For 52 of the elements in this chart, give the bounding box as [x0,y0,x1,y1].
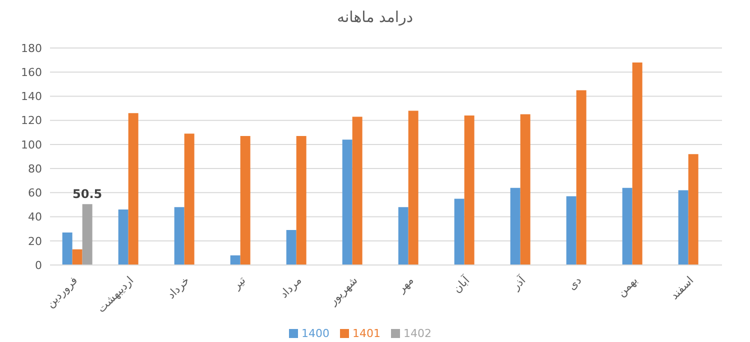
bar [398,207,408,265]
x-tick-label: آذر [508,272,529,294]
y-tick-label: 80 [28,162,42,176]
bar [174,207,184,265]
y-tick-label: 100 [21,138,42,152]
chart-title: درامد ماهانه [336,8,414,28]
legend-label: 1401 [352,327,380,340]
y-tick-label: 0 [35,258,42,272]
bar [286,230,296,265]
bar [632,62,642,265]
x-tick-label: اسفند [668,274,696,302]
bar [510,188,520,265]
x-tick-label: شهریور [326,274,360,308]
bar [62,232,72,265]
x-tick-label: دی [565,274,584,293]
x-tick-label: اردیبهشت [94,274,136,316]
bar [678,190,688,265]
bar [342,140,352,265]
y-tick-label: 20 [28,234,42,248]
bar [520,114,530,265]
data-label: 50.5 [72,187,102,202]
bar [688,154,698,265]
x-tick-label: مرداد [277,274,304,301]
x-tick-label: آبان [450,272,473,296]
bar [622,188,632,265]
y-tick-label: 120 [21,114,42,128]
bar [118,210,128,265]
bar [82,204,92,265]
bar [128,113,138,265]
x-tick-label: خرداد [164,274,192,302]
bar [454,198,464,265]
x-tick-label: فروردین [44,274,80,310]
bar [576,90,586,265]
bar [72,249,82,265]
bar [352,116,362,265]
x-tick-label: تیر [229,274,248,293]
y-tick-label: 180 [21,42,42,55]
bar [408,110,418,265]
y-tick-label: 40 [28,210,42,224]
x-tick-label: بهمن [614,274,640,300]
legend-label: 1400 [302,327,330,340]
y-tick-label: 140 [21,90,42,104]
bar [184,134,194,265]
bar [296,136,306,265]
bar [230,255,240,265]
bar [566,196,576,265]
legend-label: 1402 [404,327,432,340]
y-tick-label: 60 [28,186,42,200]
bar [240,136,250,265]
y-tick-label: 160 [21,66,42,80]
x-tick-label: مهر [394,274,416,296]
bar [464,116,474,265]
